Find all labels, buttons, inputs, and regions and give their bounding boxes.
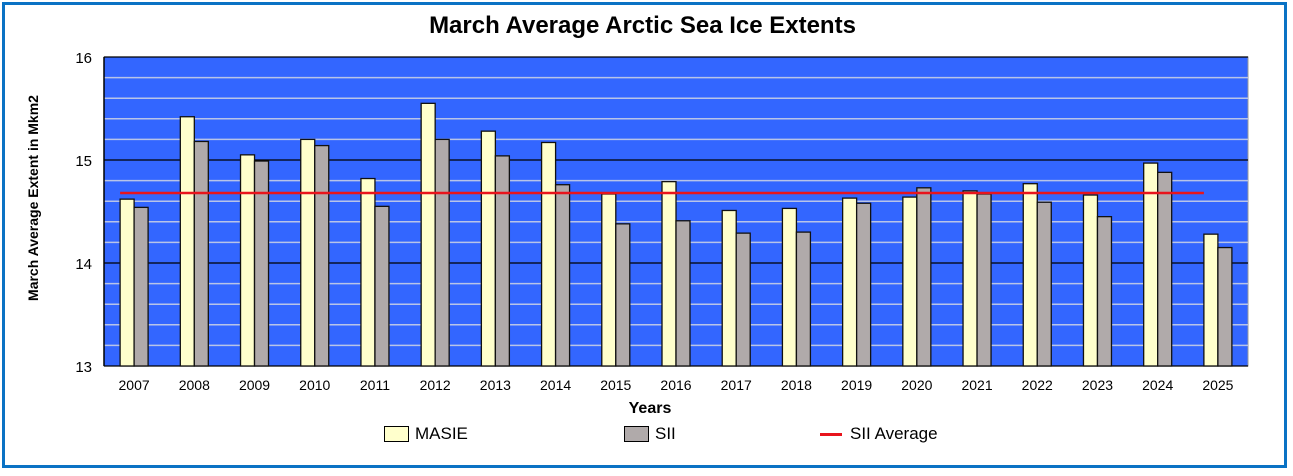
legend-swatch-masie: [384, 426, 409, 442]
x-tick-label: 2014: [540, 377, 571, 393]
x-tick-label: 2021: [961, 377, 992, 393]
x-tick-label: 2016: [660, 377, 691, 393]
bar-sii-2007: [133, 206, 149, 367]
legend-swatch-sii: [624, 426, 649, 442]
x-tick-label: 2017: [721, 377, 752, 393]
x-tick-label: 2013: [480, 377, 511, 393]
x-tick-label: 2023: [1082, 377, 1113, 393]
bar-sii-2024: [1157, 171, 1173, 367]
x-axis-label: Years: [629, 400, 672, 417]
x-tick-label: 2015: [600, 377, 631, 393]
x-tick-label: 2020: [901, 377, 932, 393]
x-tick-label: 2007: [119, 377, 150, 393]
bar-sii-2014: [554, 184, 571, 367]
bar-masie-2007: [119, 198, 135, 367]
x-tick-label: 2008: [179, 377, 210, 393]
bar-sii-2021: [976, 193, 992, 367]
bar-masie-2015: [601, 193, 617, 367]
x-tick-label: 2012: [420, 377, 451, 393]
bar-masie-2022: [1022, 183, 1038, 367]
bar-sii-2008: [193, 140, 209, 367]
bar-sii-2023: [1096, 215, 1113, 367]
x-tick-label: 2022: [1022, 377, 1053, 393]
x-tick-label: 2010: [299, 377, 330, 393]
bar-masie-2018: [781, 207, 798, 367]
bar-masie-2019: [841, 197, 858, 367]
bar-sii-2011: [374, 205, 390, 367]
bar-sii-2015: [615, 223, 631, 367]
bar-masie-2013: [480, 130, 497, 367]
bar-sii-2019: [855, 202, 872, 367]
legend-label-masie: MASIE: [415, 424, 468, 443]
legend-label-sii-average: SII Average: [850, 424, 938, 443]
legend-label-sii: SII: [655, 424, 676, 443]
bar-sii-2018: [795, 231, 812, 367]
bar-sii-2009: [253, 160, 270, 367]
x-tick-label: 2019: [841, 377, 872, 393]
bar-masie-2017: [721, 209, 737, 367]
bar-sii-2012: [434, 138, 450, 367]
chart-title: March Average Arctic Sea Ice Extents: [429, 12, 856, 39]
bar-masie-2011: [360, 177, 376, 367]
bar-masie-2025: [1203, 233, 1219, 367]
legend-item-sii-average: SII Average: [820, 424, 938, 444]
bar-sii-2025: [1217, 246, 1233, 367]
legend-item-masie: MASIE: [384, 424, 468, 444]
bar-sii-2022: [1036, 201, 1052, 367]
bar-masie-2014: [540, 141, 557, 367]
bar-sii-2010: [314, 144, 330, 367]
x-tick-label: 2018: [781, 377, 812, 393]
bar-masie-2020: [902, 196, 918, 367]
y-tick-label: 14: [75, 256, 92, 273]
bar-masie-2016: [661, 180, 677, 367]
legend-item-sii: SII: [624, 424, 676, 444]
bar-masie-2009: [239, 154, 256, 367]
y-tick-label: 13: [75, 359, 92, 376]
legend-swatch-sii-average: [820, 432, 842, 436]
y-tick-label: 15: [75, 153, 92, 170]
bar-masie-2008: [179, 116, 195, 367]
y-tick-label: 16: [75, 50, 92, 67]
x-tick-label: 2024: [1142, 377, 1173, 393]
bar-sii-2013: [494, 155, 511, 367]
x-tick-label: 2009: [239, 377, 270, 393]
bar-masie-2010: [300, 138, 316, 367]
bar-masie-2023: [1082, 194, 1099, 367]
x-tick-label: 2025: [1202, 377, 1233, 393]
bar-sii-2017: [735, 232, 751, 367]
bar-masie-2021: [962, 190, 978, 367]
x-tick-label: 2011: [360, 377, 390, 393]
bar-sii-2016: [675, 220, 691, 367]
bar-masie-2012: [420, 102, 436, 367]
bar-sii-2020: [916, 187, 932, 367]
